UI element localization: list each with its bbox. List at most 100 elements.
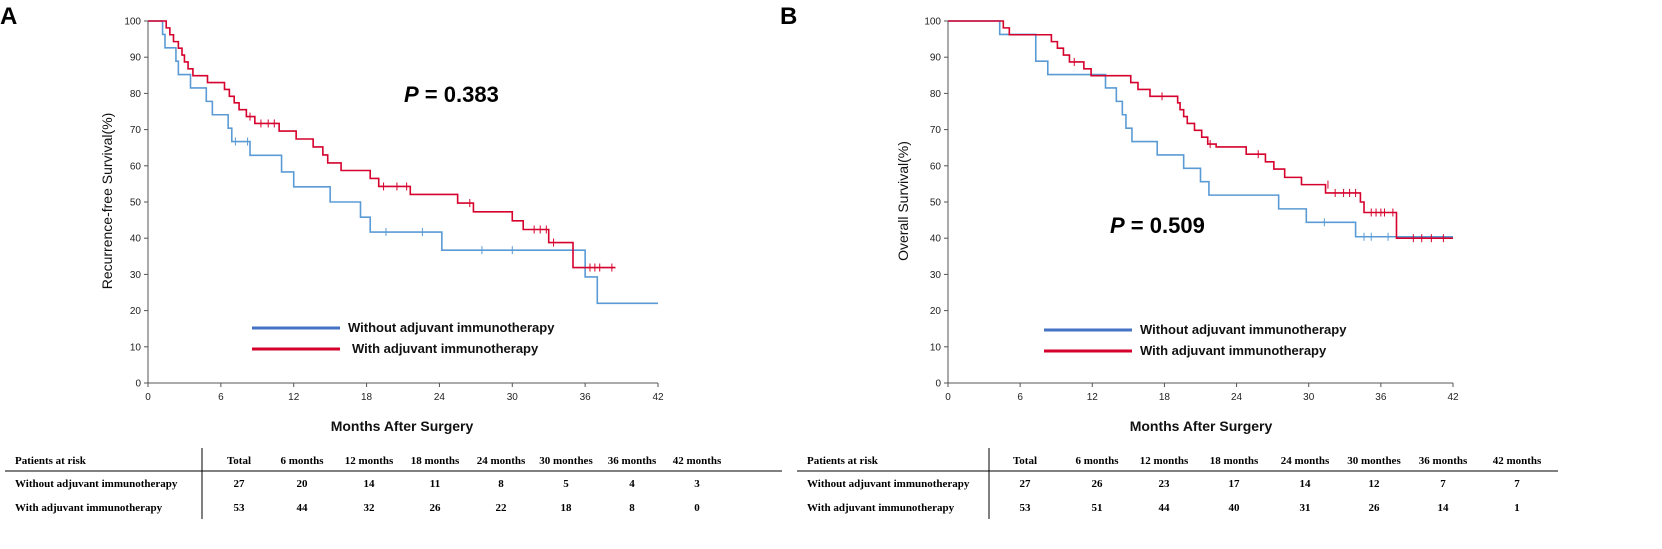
y-tick-label: 40 (130, 234, 142, 245)
risk-table-cell: 26 (1092, 478, 1104, 490)
risk-table-cell: 14 (1438, 502, 1450, 514)
risk-table-cell: 8 (498, 478, 504, 490)
x-axis-title: Months After Surgery (331, 418, 474, 434)
panel-label: B (780, 3, 797, 30)
risk-table-cell: 53 (234, 502, 246, 514)
y-tick-label: 50 (930, 198, 942, 209)
risk-table-cell: 53 (1020, 502, 1032, 514)
panel-b: B 0 10 20 30 40 50 60 70 80 90 100 0 6 12 18 24 30 36 42 P… (780, 3, 1558, 519)
y-tick-label: 50 (130, 198, 142, 209)
y-axis-title: Overall Survival(%) (895, 141, 911, 261)
x-tick-label: 36 (580, 392, 592, 403)
p-value-annotation: P = 0.509 (1110, 213, 1205, 238)
km-curve-with-immunotherapy (948, 20, 1453, 239)
axes: 0 10 20 30 40 50 60 70 80 90 100 0 6 12 18 24 30 36 42 (124, 17, 664, 404)
risk-table-cell: 0 (694, 502, 700, 514)
risk-table-cell: 22 (496, 502, 508, 514)
risk-table-cell: 27 (1020, 478, 1032, 490)
risk-table-cell: 31 (1300, 502, 1311, 514)
x-tick-label: 6 (1017, 392, 1023, 403)
legend: Without adjuvant immunotherapy With adju… (1044, 322, 1347, 358)
x-tick-label: 30 (507, 392, 519, 403)
risk-table-group-label: Without adjuvant immunotherapy (15, 478, 178, 490)
km-curve-with-immunotherapy (148, 20, 616, 269)
legend-label-with: With adjuvant immunotherapy (352, 341, 539, 356)
x-tick-label: 30 (1303, 392, 1315, 403)
risk-table-cell: 11 (430, 478, 440, 490)
x-tick-label: 42 (1447, 392, 1459, 403)
risk-table-header-cell: 36 months (1419, 455, 1468, 467)
risk-table-cell: 32 (364, 502, 376, 514)
y-tick-label: 100 (924, 17, 941, 28)
risk-table-group-label: With adjuvant immunotherapy (807, 502, 955, 514)
risk-table-cell: 14 (1300, 478, 1312, 490)
risk-table-cell: 26 (430, 502, 442, 514)
risk-table: Patients at risk Total 6 months 12 months 18… (797, 448, 1558, 519)
risk-table-cell: 27 (234, 478, 246, 490)
risk-table-header-cell: 12 months (1140, 455, 1189, 467)
x-tick-label: 12 (288, 392, 300, 403)
p-value-symbol: P (1110, 213, 1125, 238)
risk-table-header-label: Patients at risk (807, 455, 879, 467)
y-axis-title: Recurrence-free Survival(%) (99, 113, 115, 290)
y-tick-label: 20 (130, 306, 142, 317)
y-tick-label: 100 (124, 17, 141, 28)
x-tick-label: 12 (1087, 392, 1099, 403)
risk-table-header-cell: 18 months (1210, 455, 1259, 467)
km-curve-without-immunotherapy (948, 20, 1453, 238)
y-tick-label: 20 (930, 306, 942, 317)
y-tick-label: 30 (930, 270, 942, 281)
risk-table-header-cell: Total (227, 455, 251, 467)
x-tick-label: 0 (145, 392, 151, 403)
risk-table-header-cell: 36 months (608, 455, 657, 467)
y-tick-label: 60 (130, 161, 142, 172)
risk-table-cell: 8 (629, 502, 635, 514)
risk-table-header-cell: 24 months (477, 455, 526, 467)
x-tick-label: 36 (1375, 392, 1387, 403)
x-tick-label: 24 (434, 392, 446, 403)
p-value-annotation: P = 0.383 (404, 82, 499, 107)
risk-table-cell: 20 (297, 478, 309, 490)
x-tick-label: 18 (1159, 392, 1171, 403)
risk-table-cell: 7 (1440, 478, 1446, 490)
y-tick-label: 60 (930, 161, 942, 172)
risk-table-cell: 26 (1369, 502, 1381, 514)
risk-table-header-cell: 30 monthes (539, 455, 593, 467)
risk-table-cell: 18 (561, 502, 573, 514)
legend-label-with: With adjuvant immunotherapy (1140, 343, 1327, 358)
x-tick-label: 6 (218, 392, 224, 403)
risk-table-cell: 23 (1159, 478, 1171, 490)
y-tick-label: 40 (930, 234, 942, 245)
km-curve-without-immunotherapy (148, 20, 658, 305)
risk-table-cell: 4 (629, 478, 635, 490)
legend-label-without: Without adjuvant immunotherapy (348, 320, 555, 335)
survival-curves (148, 20, 658, 305)
y-tick-label: 90 (130, 53, 142, 64)
risk-table-header-cell: 18 months (411, 455, 460, 467)
y-tick-label: 80 (130, 89, 142, 100)
y-tick-label: 70 (130, 125, 142, 136)
risk-table-header-label: Patients at risk (15, 455, 87, 467)
x-tick-label: 42 (652, 392, 664, 403)
risk-table-cell: 1 (1514, 502, 1520, 514)
survival-curves (948, 20, 1453, 243)
risk-table-group-label: With adjuvant immunotherapy (15, 502, 163, 514)
x-tick-label: 18 (361, 392, 373, 403)
risk-table-cell: 3 (694, 478, 700, 490)
risk-table-cell: 12 (1369, 478, 1381, 490)
risk-table-cell: 5 (563, 478, 569, 490)
risk-table-header-cell: Total (1013, 455, 1037, 467)
risk-table: Patients at risk Total 6 months 12 months 18… (5, 448, 782, 519)
legend-label-without: Without adjuvant immunotherapy (1140, 322, 1347, 337)
risk-table-cell: 44 (297, 502, 309, 514)
risk-table-cell: 44 (1159, 502, 1171, 514)
x-axis-title: Months After Surgery (1130, 418, 1273, 434)
p-value-text: = 0.383 (419, 82, 499, 107)
panel-label: A (0, 3, 17, 30)
axes: 0 10 20 30 40 50 60 70 80 90 100 0 6 12 18 24 30 36 42 (924, 17, 1459, 404)
risk-table-header-cell: 6 months (280, 455, 324, 467)
y-tick-label: 0 (135, 379, 141, 390)
y-tick-label: 30 (130, 270, 142, 281)
